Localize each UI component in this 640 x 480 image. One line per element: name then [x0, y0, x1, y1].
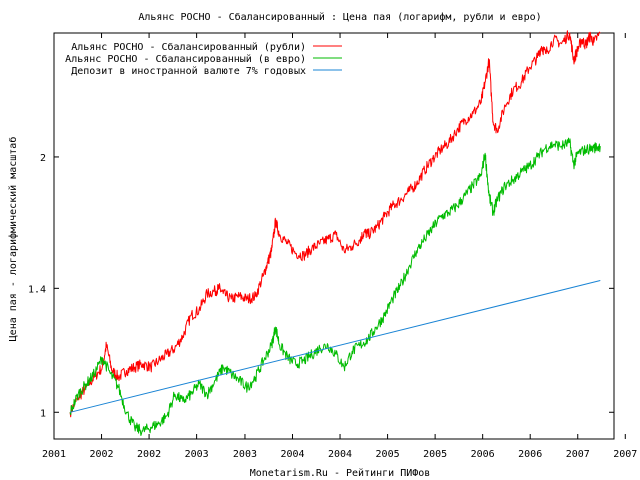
x-tick-label: 2001 — [42, 449, 66, 460]
x-tick-label: 2006 — [471, 449, 495, 460]
chart-title: Альянс РОСНО - Сбалансированный : Цена п… — [138, 11, 541, 23]
axis-ticks: 2001 2002 2002 2003 2003 2004 2004 2005 2005 2006… — [28, 33, 637, 460]
x-tick-label: 2002 — [89, 449, 113, 460]
x-tick-label: 2002 — [137, 449, 161, 460]
x-tick-label: 2004 — [328, 449, 352, 460]
legend: Альянс РОСНО - Сбалансированный (рубли)А… — [65, 41, 342, 77]
x-tick-label: 2007 — [613, 449, 637, 460]
x-tick-label: 2003 — [185, 449, 209, 460]
y-tick-label: 2 — [40, 153, 46, 164]
x-tick-label: 2005 — [376, 449, 400, 460]
legend-label: Альянс РОСНО - Сбалансированный (рубли) — [71, 41, 306, 53]
series-line-3 — [69, 280, 601, 413]
legend-label: Альянс РОСНО - Сбалансированный (в евро) — [65, 53, 306, 65]
series-lines — [69, 30, 601, 436]
x-tick-label: 2004 — [280, 449, 304, 460]
plot-frame — [53, 32, 615, 440]
series-line-2 — [69, 137, 601, 436]
y-axis-label: Цена пая - логарифмический масштаб — [7, 137, 19, 342]
x-axis-label: Monetarism.Ru - Рейтинги ПИФов — [250, 467, 431, 479]
x-tick-label: 2007 — [566, 449, 590, 460]
legend-label: Депозит в иностранной валюте 7% годовых — [71, 65, 306, 77]
x-tick-label: 2003 — [233, 449, 257, 460]
x-tick-label: 2005 — [423, 449, 447, 460]
x-tick-label: 2006 — [518, 449, 542, 460]
y-tick-label: 1.4 — [28, 284, 46, 295]
series-line-1 — [69, 30, 601, 418]
y-tick-label: 1 — [40, 408, 46, 419]
